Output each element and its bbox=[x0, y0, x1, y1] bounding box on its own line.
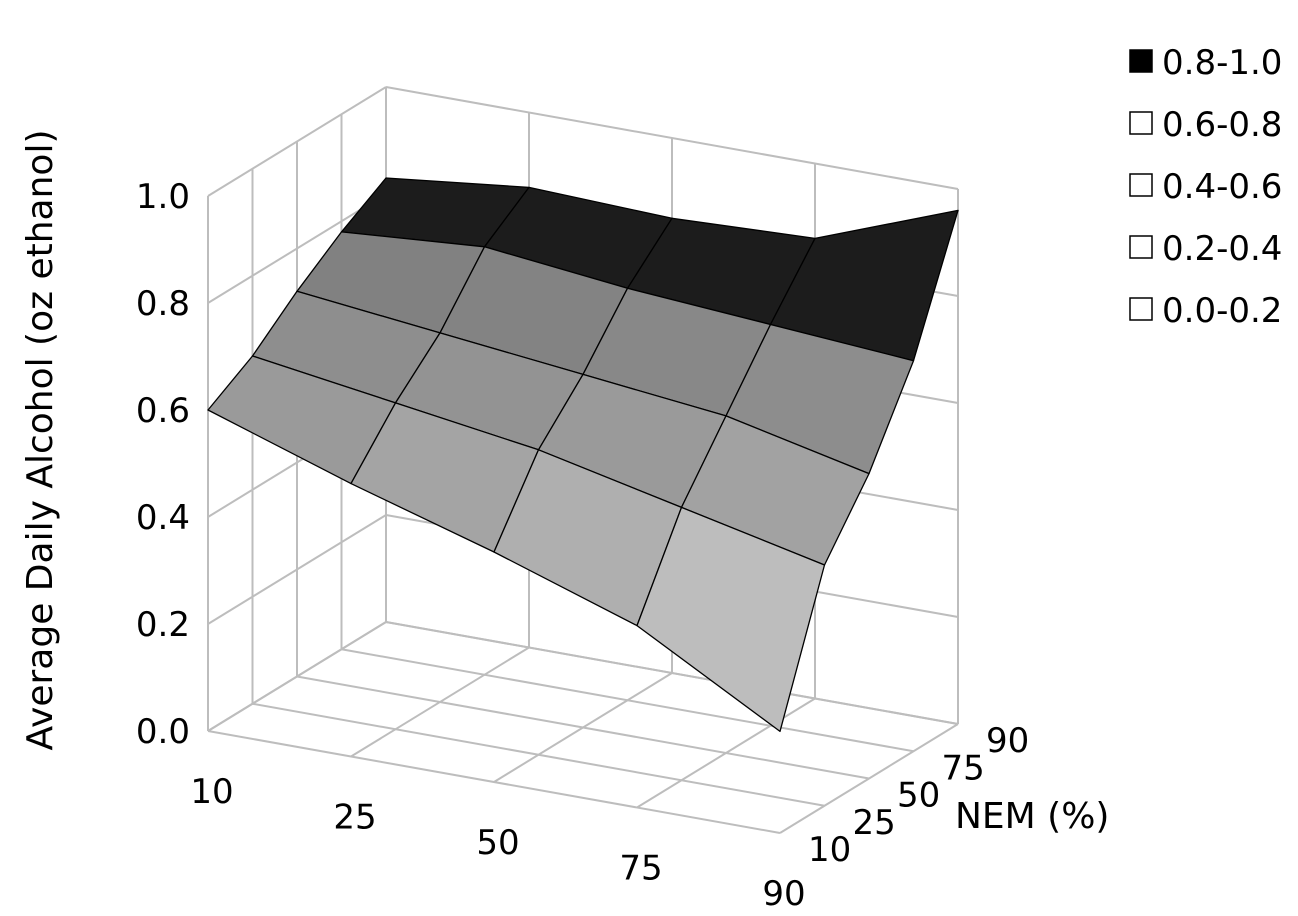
floor-grid-line bbox=[252, 702, 825, 807]
legend-swatch bbox=[1129, 173, 1153, 197]
y-tick-label: 50 bbox=[897, 776, 940, 816]
z-axis-title: Average Daily Alcohol (oz ethanol) bbox=[20, 130, 61, 751]
z-tick-label: 1.0 bbox=[136, 177, 190, 217]
legend-label: 0.2-0.4 bbox=[1162, 229, 1282, 269]
floor-grid-line bbox=[341, 648, 914, 753]
surface-patch bbox=[636, 506, 826, 733]
legend-swatch bbox=[1129, 235, 1153, 259]
x-tick-label: 50 bbox=[476, 823, 519, 863]
z-tick-label: 0.0 bbox=[136, 712, 190, 752]
legend-swatch bbox=[1129, 111, 1153, 135]
legend: 0.8-1.0 0.6-0.8 0.4-0.6 0.2-0.4 0.0-0.2 bbox=[1129, 43, 1282, 331]
y-tick-label: 75 bbox=[942, 748, 985, 788]
legend-swatch bbox=[1129, 297, 1153, 321]
floor-grid-line bbox=[207, 730, 781, 834]
legend-swatch bbox=[1129, 49, 1153, 73]
z-tick-label: 0.2 bbox=[136, 605, 190, 645]
floor-grid-line bbox=[296, 675, 870, 780]
y-tick-label: 90 bbox=[986, 721, 1029, 761]
z-tick-label: 0.6 bbox=[136, 391, 190, 431]
y-tick-label: 25 bbox=[853, 803, 896, 843]
z-tick-label: 0.8 bbox=[136, 284, 190, 324]
legend-label: 0.0-0.2 bbox=[1162, 291, 1282, 331]
y-tick-label: 10 bbox=[808, 830, 851, 870]
x-tick-label: 10 bbox=[190, 772, 233, 812]
z-tick-label: 0.4 bbox=[136, 498, 190, 538]
x-tick-label: 90 bbox=[762, 874, 805, 914]
legend-label: 0.8-1.0 bbox=[1162, 43, 1282, 83]
y-axis-title: NEM (%) bbox=[955, 796, 1109, 837]
surface-plot bbox=[207, 177, 959, 733]
x-tick-label: 75 bbox=[619, 849, 662, 889]
legend-label: 0.6-0.8 bbox=[1162, 105, 1282, 145]
x-tick-label: 25 bbox=[333, 798, 376, 838]
legend-label: 0.4-0.6 bbox=[1162, 167, 1282, 207]
